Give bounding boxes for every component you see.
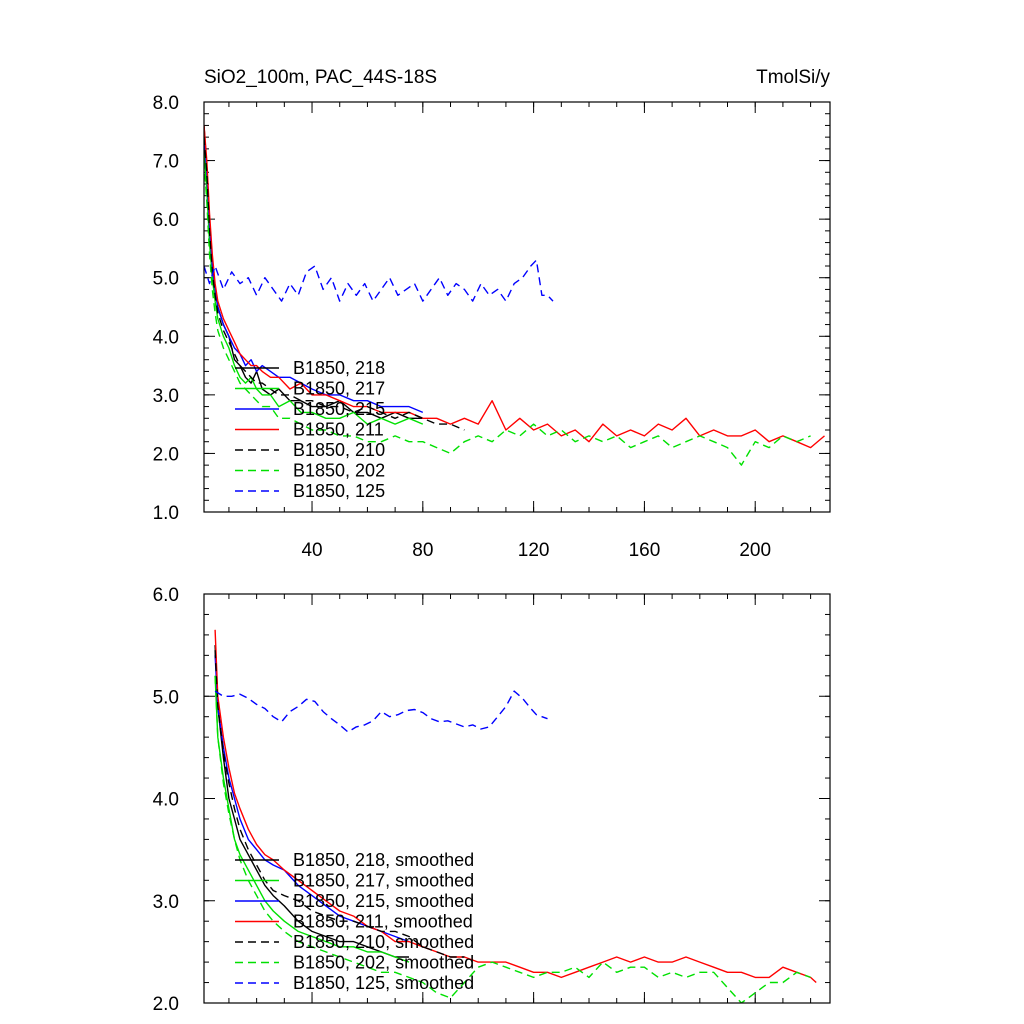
series-line xyxy=(204,137,465,431)
series-line xyxy=(214,629,817,984)
x-tick-label: 80 xyxy=(412,540,433,561)
series-line xyxy=(214,675,811,1003)
legend-label: B1850, 218, smoothed xyxy=(293,850,474,870)
legend-label: B1850, 210 xyxy=(293,440,385,460)
series-line xyxy=(214,690,548,733)
series-line xyxy=(204,148,424,425)
y-tick-label: 3.0 xyxy=(153,386,179,407)
plot-frame xyxy=(203,593,831,1004)
series-line xyxy=(204,160,811,466)
legend-label: B1850, 215, smoothed xyxy=(293,891,474,911)
legend-label: B1850, 125, smoothed xyxy=(293,973,474,993)
legend-label: B1850, 218 xyxy=(293,358,385,378)
legend-label: B1850, 217 xyxy=(293,379,385,399)
x-tick-label: 40 xyxy=(301,540,322,561)
series-line xyxy=(204,259,554,302)
y-tick-label: 2.0 xyxy=(153,994,179,1015)
plot-frame xyxy=(203,101,831,513)
y-tick-label: 6.0 xyxy=(153,210,179,231)
legend-label: B1850, 125 xyxy=(293,481,385,501)
series-line xyxy=(214,675,410,963)
top-panel-units: TmolSi/y xyxy=(756,67,830,88)
series-group xyxy=(214,629,817,1003)
legend-label: B1850, 202, smoothed xyxy=(293,953,474,973)
series-line xyxy=(204,125,825,449)
series-line xyxy=(204,131,424,414)
y-tick-label: 6.0 xyxy=(153,585,179,606)
y-tick-label: 2.0 xyxy=(153,444,179,465)
x-tick-label: 120 xyxy=(518,540,550,561)
y-tick-label: 4.0 xyxy=(153,327,179,348)
y-tick-label: 1.0 xyxy=(153,503,179,524)
series-line xyxy=(214,650,465,958)
legend-label: B1850, 211 xyxy=(293,420,384,440)
x-tick-label: 160 xyxy=(629,540,661,561)
x-tick-label: 200 xyxy=(739,540,771,561)
y-tick-label: 3.0 xyxy=(153,892,179,913)
legend-label: B1850, 217, smoothed xyxy=(293,871,474,891)
legend-label: B1850, 210, smoothed xyxy=(293,932,474,952)
y-tick-label: 4.0 xyxy=(153,790,179,811)
legend-label: B1850, 215 xyxy=(293,399,385,419)
legend-label: B1850, 211, smoothed xyxy=(293,912,473,932)
y-tick-label: 5.0 xyxy=(153,687,179,708)
y-tick-label: 7.0 xyxy=(153,152,179,173)
top-panel: SiO2_100m, PAC_44S-18S TmolSi/y 40 80 120 1… xyxy=(153,67,831,561)
top-panel-title: SiO2_100m, PAC_44S-18S xyxy=(204,67,437,88)
y-tick-label: 5.0 xyxy=(153,269,179,290)
y-tick-label: 8.0 xyxy=(153,93,179,114)
legend-label: B1850, 202 xyxy=(293,461,385,481)
top-plot-area: 40 80 120 160 200 1.0 2.0 3.0 4.0 5.0 6.0 7.0 8.0 B18… xyxy=(153,93,831,561)
